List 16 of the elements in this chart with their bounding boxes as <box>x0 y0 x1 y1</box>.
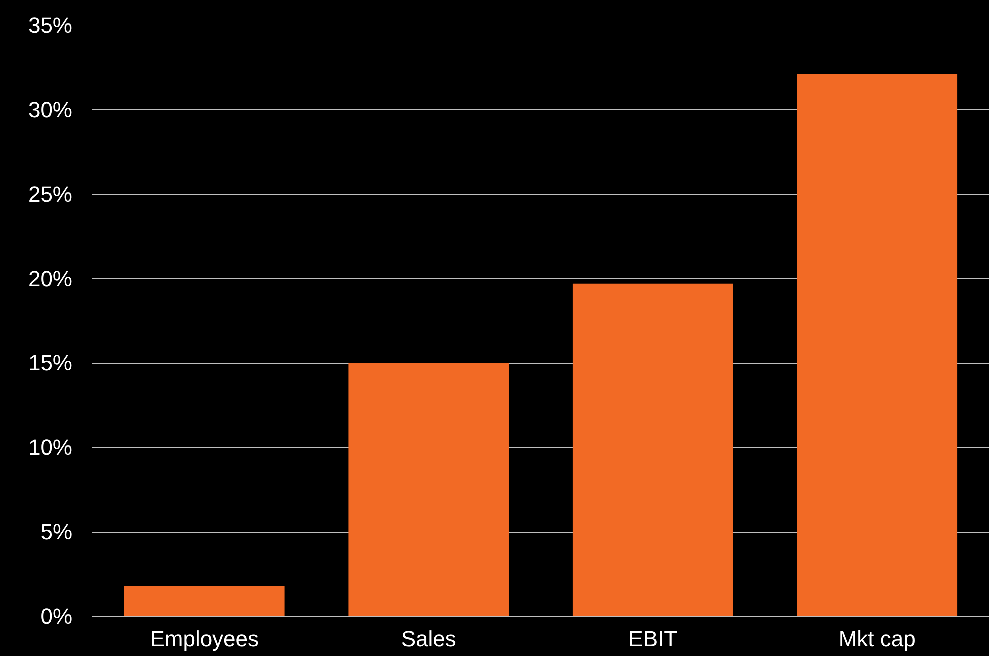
x-tick-label: Mkt cap <box>838 626 916 652</box>
y-tick-label: 0% <box>40 604 72 629</box>
y-tick-label: 20% <box>28 266 73 292</box>
y-tick-label: 25% <box>28 182 73 207</box>
bar <box>124 586 285 616</box>
bar <box>348 363 510 616</box>
y-tick-label: 5% <box>40 520 72 545</box>
bar <box>572 284 734 616</box>
y-tick-label: 35% <box>28 13 73 38</box>
y-tick-label: 30% <box>28 97 73 122</box>
y-tick-label: 15% <box>28 350 73 376</box>
x-tick-label: Sales <box>401 626 456 652</box>
x-tick-label: Employees <box>150 626 260 652</box>
x-tick-label: EBIT <box>628 626 678 652</box>
y-tick-label: 10% <box>28 435 73 460</box>
bar <box>797 74 958 616</box>
